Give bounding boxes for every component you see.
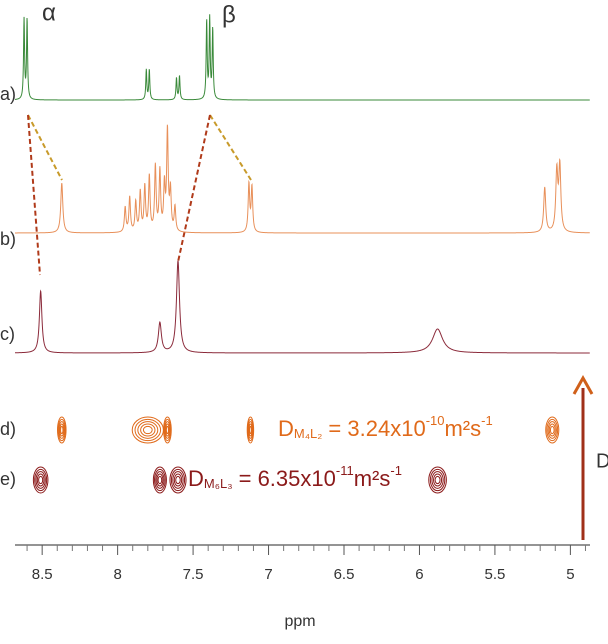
contour (58, 421, 66, 439)
contour (429, 468, 446, 492)
contour (434, 475, 441, 485)
diffusion-label: DM₆L₃ = 6.35x10-11m²s-1 (188, 463, 402, 491)
contour (157, 475, 163, 485)
annotation: β (222, 1, 236, 28)
connectors (27, 114, 252, 276)
contour (428, 466, 447, 494)
contour (165, 425, 169, 435)
contour (546, 418, 559, 442)
contour (34, 468, 48, 492)
contour (248, 423, 253, 437)
spectrum (14, 14, 590, 101)
contour (36, 473, 45, 487)
contour (32, 466, 49, 494)
label-part: -1 (390, 463, 402, 478)
contour (545, 416, 560, 444)
label-part: -10 (426, 413, 445, 428)
contour (163, 416, 172, 444)
label-part: D (278, 416, 294, 441)
contour (156, 473, 164, 487)
contour (247, 421, 253, 439)
panel-label: b) (0, 229, 16, 249)
x-axis-label: ppm (284, 613, 315, 630)
x-tick-label: 6 (415, 566, 423, 583)
panel-label: a) (0, 84, 16, 104)
contour (249, 425, 252, 435)
contour (131, 416, 164, 444)
contour (60, 425, 64, 435)
label-part: -1 (481, 413, 493, 428)
contour (142, 425, 153, 435)
contour (547, 421, 557, 439)
contour (172, 471, 184, 489)
contour (59, 423, 65, 437)
contour (246, 416, 255, 444)
contour (175, 475, 181, 485)
contour (169, 466, 187, 494)
x-tick-label: 8 (113, 566, 121, 583)
contour (137, 421, 159, 439)
contour (57, 416, 67, 444)
label-part: M₄L₂ (294, 426, 322, 441)
x-tick-label: 5.5 (484, 566, 505, 583)
connector (177, 114, 211, 263)
x-tick-label: 6.5 (334, 566, 355, 583)
panel-label: d) (0, 419, 16, 439)
contour (548, 423, 556, 437)
x-tick-label: 7 (264, 566, 272, 583)
contour (173, 473, 183, 487)
contour (170, 468, 186, 492)
label-part: = 6.35x10 (233, 466, 336, 491)
label-part: m²s (354, 466, 391, 491)
panel-label: e) (0, 469, 16, 489)
contour (165, 423, 170, 437)
contour (35, 471, 46, 489)
contour (164, 421, 171, 439)
x-tick-label: 5 (566, 566, 574, 583)
contour (155, 471, 165, 489)
label-part: D (188, 466, 204, 491)
contour (152, 466, 167, 494)
contour (247, 418, 254, 442)
x-tick-label: 8.5 (32, 566, 53, 583)
arrow-label: D (596, 450, 608, 472)
label-part: = 3.24x10 (322, 416, 425, 441)
contour (163, 418, 172, 442)
panel-label: c) (0, 324, 15, 344)
contour (433, 473, 443, 487)
label-part: M₆L₃ (204, 476, 233, 491)
label-part: m²s (444, 416, 481, 441)
spectrum (14, 260, 590, 354)
x-tick-label: 7.5 (183, 566, 204, 583)
contour (154, 468, 166, 492)
connector (27, 114, 63, 181)
connector (209, 114, 252, 181)
annotation: α (42, 0, 56, 26)
connector (27, 114, 41, 276)
contour (38, 475, 44, 485)
diffusion-label: DM₄L₂ = 3.24x10-10m²s-1 (278, 413, 493, 441)
contour (431, 471, 444, 489)
spectrum (15, 124, 590, 234)
contour (549, 425, 555, 435)
contour (134, 418, 162, 442)
contour (57, 418, 66, 442)
d-arrow-head (572, 374, 594, 395)
label-part: -11 (336, 463, 354, 478)
contour (140, 423, 156, 437)
